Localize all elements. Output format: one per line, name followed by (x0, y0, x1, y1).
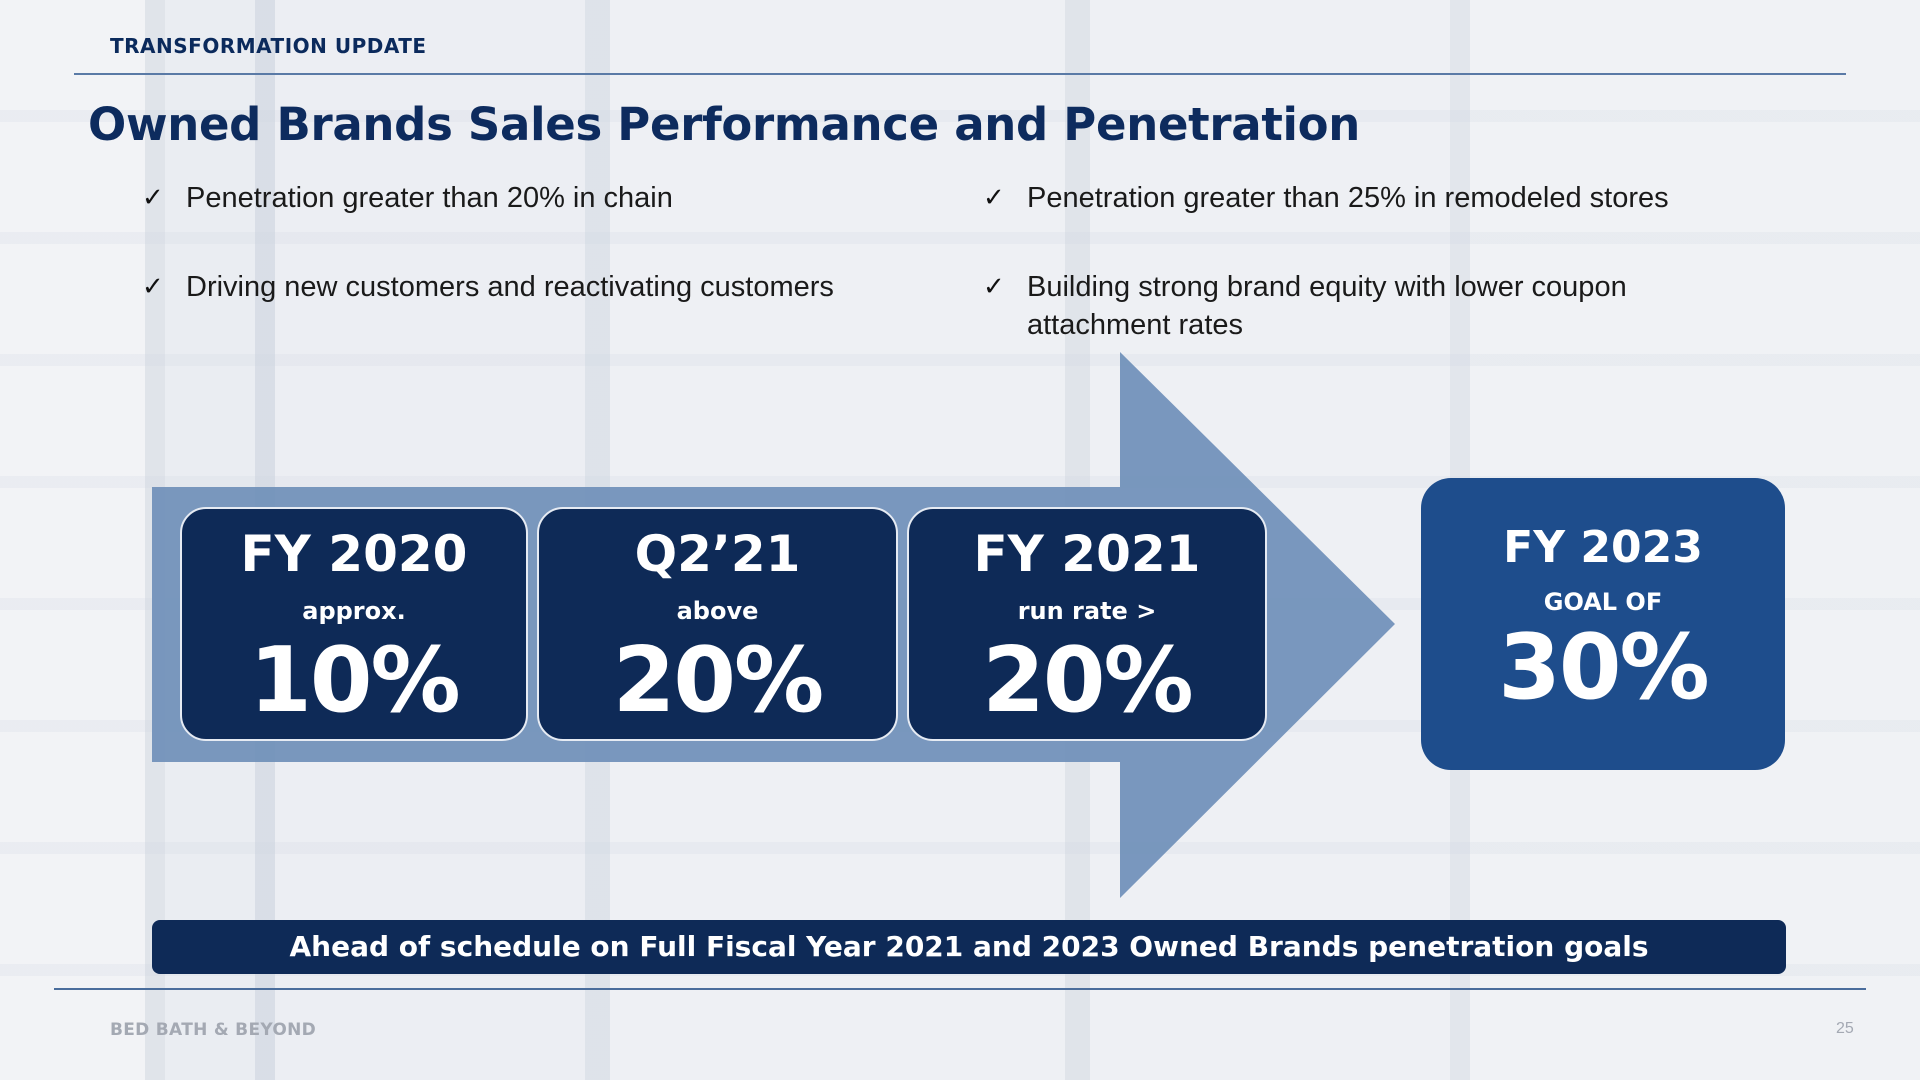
stat-period: FY 2020 (240, 525, 468, 583)
bullet-text: Driving new customers and reactivating c… (186, 271, 834, 303)
checkmark-icon: ✓ (142, 183, 164, 213)
stat-value: 20% (612, 628, 824, 733)
stat-card-fy2021: FY 2021 run rate > 20% (907, 507, 1267, 741)
header-divider (74, 73, 1846, 75)
stat-value: 20% (982, 628, 1193, 733)
stat-period: Q2’21 (634, 525, 801, 583)
stat-card-fy2020: FY 2020 approx. 10% (180, 507, 528, 741)
checkmark-icon: ✓ (983, 272, 1005, 302)
checkmark-icon: ✓ (983, 183, 1005, 213)
bullet-text: Penetration greater than 20% in chain (186, 182, 673, 214)
bullet-item: ✓ Building strong brand equity with lowe… (983, 268, 1703, 344)
bullet-item: ✓ Driving new customers and reactivating… (142, 268, 834, 306)
bullet-text: Building strong brand equity with lower … (1027, 271, 1627, 341)
section-label: TRANSFORMATION UPDATE (110, 34, 427, 58)
checkmark-icon: ✓ (142, 272, 164, 302)
goal-qualifier: GOAL OF (1543, 588, 1663, 616)
stat-value: 10% (249, 628, 460, 733)
bullet-item: ✓ Penetration greater than 20% in chain (142, 179, 673, 217)
stat-qualifier: approx. (302, 597, 406, 625)
goal-period: FY 2023 (1503, 522, 1703, 573)
stat-qualifier: run rate > (1017, 597, 1157, 625)
goal-value: 30% (1498, 615, 1709, 720)
bullet-text: Penetration greater than 25% in remodele… (1027, 182, 1669, 214)
bullet-item: ✓ Penetration greater than 25% in remode… (983, 179, 1669, 217)
footer-divider (54, 988, 1866, 990)
page-number: 25 (1836, 1020, 1854, 1037)
footer-brand-logo: BED BATH & BEYOND (110, 1020, 317, 1040)
summary-banner: Ahead of schedule on Full Fiscal Year 20… (152, 920, 1786, 974)
stat-qualifier: above (676, 597, 759, 625)
stat-card-q2-21: Q2’21 above 20% (537, 507, 898, 741)
stat-period: FY 2021 (973, 525, 1201, 583)
goal-card-fy2023: FY 2023 GOAL OF 30% (1421, 478, 1785, 770)
page-title: Owned Brands Sales Performance and Penet… (88, 98, 1361, 151)
